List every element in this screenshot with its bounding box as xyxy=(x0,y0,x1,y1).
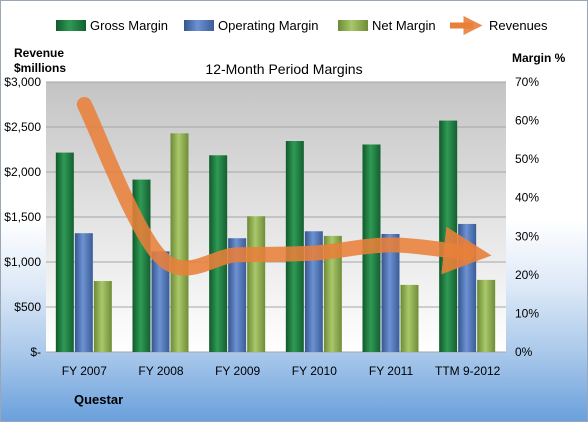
x-category-label: FY 2009 xyxy=(215,364,260,378)
legend-swatch-net-margin xyxy=(338,20,368,31)
x-category-label: FY 2008 xyxy=(138,364,183,378)
series-line-revenues xyxy=(76,97,492,276)
bar-net-margin xyxy=(400,284,419,352)
bar-net-margin xyxy=(323,235,342,352)
y-right-tick-label: 50% xyxy=(515,152,539,166)
legend-swatch-gross-margin xyxy=(56,20,86,31)
x-category-label: FY 2010 xyxy=(292,364,337,378)
legend-label-operating-margin: Operating Margin xyxy=(218,18,318,33)
legend: Gross Margin Operating Margin Net Margin… xyxy=(56,15,548,36)
y-left-tick-label: $3,000 xyxy=(4,75,41,89)
legend-swatch-operating-margin xyxy=(184,20,214,31)
y-left-tick-label: $2,000 xyxy=(4,165,41,179)
y-right-tick-label: 30% xyxy=(515,229,539,243)
legend-label-revenues: Revenues xyxy=(489,18,548,33)
revenue-point xyxy=(237,254,239,256)
y-right-tick-label: 0% xyxy=(515,345,533,359)
bar-operating-margin xyxy=(458,223,477,352)
y-right-tick-label: 70% xyxy=(515,75,539,89)
y-left-ticks: $- $500 $1,000 $1,500 $2,000 $2,500 $3,000 xyxy=(4,75,41,359)
bar-gross-margin xyxy=(439,120,458,352)
chart-title: 12-Month Period Margins xyxy=(205,61,362,77)
bar-operating-margin xyxy=(74,233,93,352)
revenue-point xyxy=(160,257,162,259)
x-category-labels: FY 2007 FY 2008 FY 2009 FY 2010 FY 2011 TTM 9… xyxy=(62,364,501,378)
y-left-tick-label: $2,500 xyxy=(4,120,41,134)
legend-item-net-margin: Net Margin xyxy=(338,18,436,33)
revenue-line xyxy=(76,97,492,276)
y-right-tick-label: 10% xyxy=(515,306,539,320)
bar-gross-margin xyxy=(55,152,74,352)
y-left-tick-label: $1,000 xyxy=(4,255,41,269)
revenue-point xyxy=(390,244,392,246)
bar-operating-margin xyxy=(381,233,400,352)
y-left-tick-label: $1,500 xyxy=(4,210,41,224)
gridlines xyxy=(46,81,506,353)
legend-item-gross-margin: Gross Margin xyxy=(56,18,168,33)
bar-net-margin xyxy=(170,133,189,352)
y-right-tick-label: 60% xyxy=(515,114,539,128)
bar-operating-margin xyxy=(151,251,170,352)
bar-net-margin xyxy=(477,279,496,352)
legend-item-revenues: Revenues xyxy=(450,15,548,36)
revenue-point xyxy=(314,252,316,254)
revenue-point xyxy=(467,252,469,254)
x-category-label: TTM 9-2012 xyxy=(435,364,501,378)
y-right-tick-label: 40% xyxy=(515,191,539,205)
legend-item-operating-margin: Operating Margin xyxy=(184,18,318,33)
legend-label-gross-margin: Gross Margin xyxy=(90,18,168,33)
bar-net-margin xyxy=(247,216,266,352)
y-left-label-line2: $millions xyxy=(14,61,66,75)
legend-label-net-margin: Net Margin xyxy=(372,18,436,33)
y-left-tick-label: $500 xyxy=(14,300,41,314)
y-right-tick-label: 20% xyxy=(515,268,539,282)
bar-operating-margin xyxy=(304,231,323,352)
y-left-label-line1: Revenue xyxy=(14,46,64,60)
y-right-label: Margin % xyxy=(512,51,566,65)
bar-net-margin xyxy=(93,281,112,352)
revenue-point xyxy=(84,104,86,106)
bar-operating-margin xyxy=(228,238,247,352)
x-category-label: FY 2011 xyxy=(369,364,414,378)
y-right-ticks: 0% 10% 20% 30% 40% 50% 60% 70% xyxy=(515,75,539,359)
company-name: Questar xyxy=(74,392,123,407)
x-category-label: FY 2007 xyxy=(62,364,107,378)
y-left-tick-label: $- xyxy=(30,345,41,359)
